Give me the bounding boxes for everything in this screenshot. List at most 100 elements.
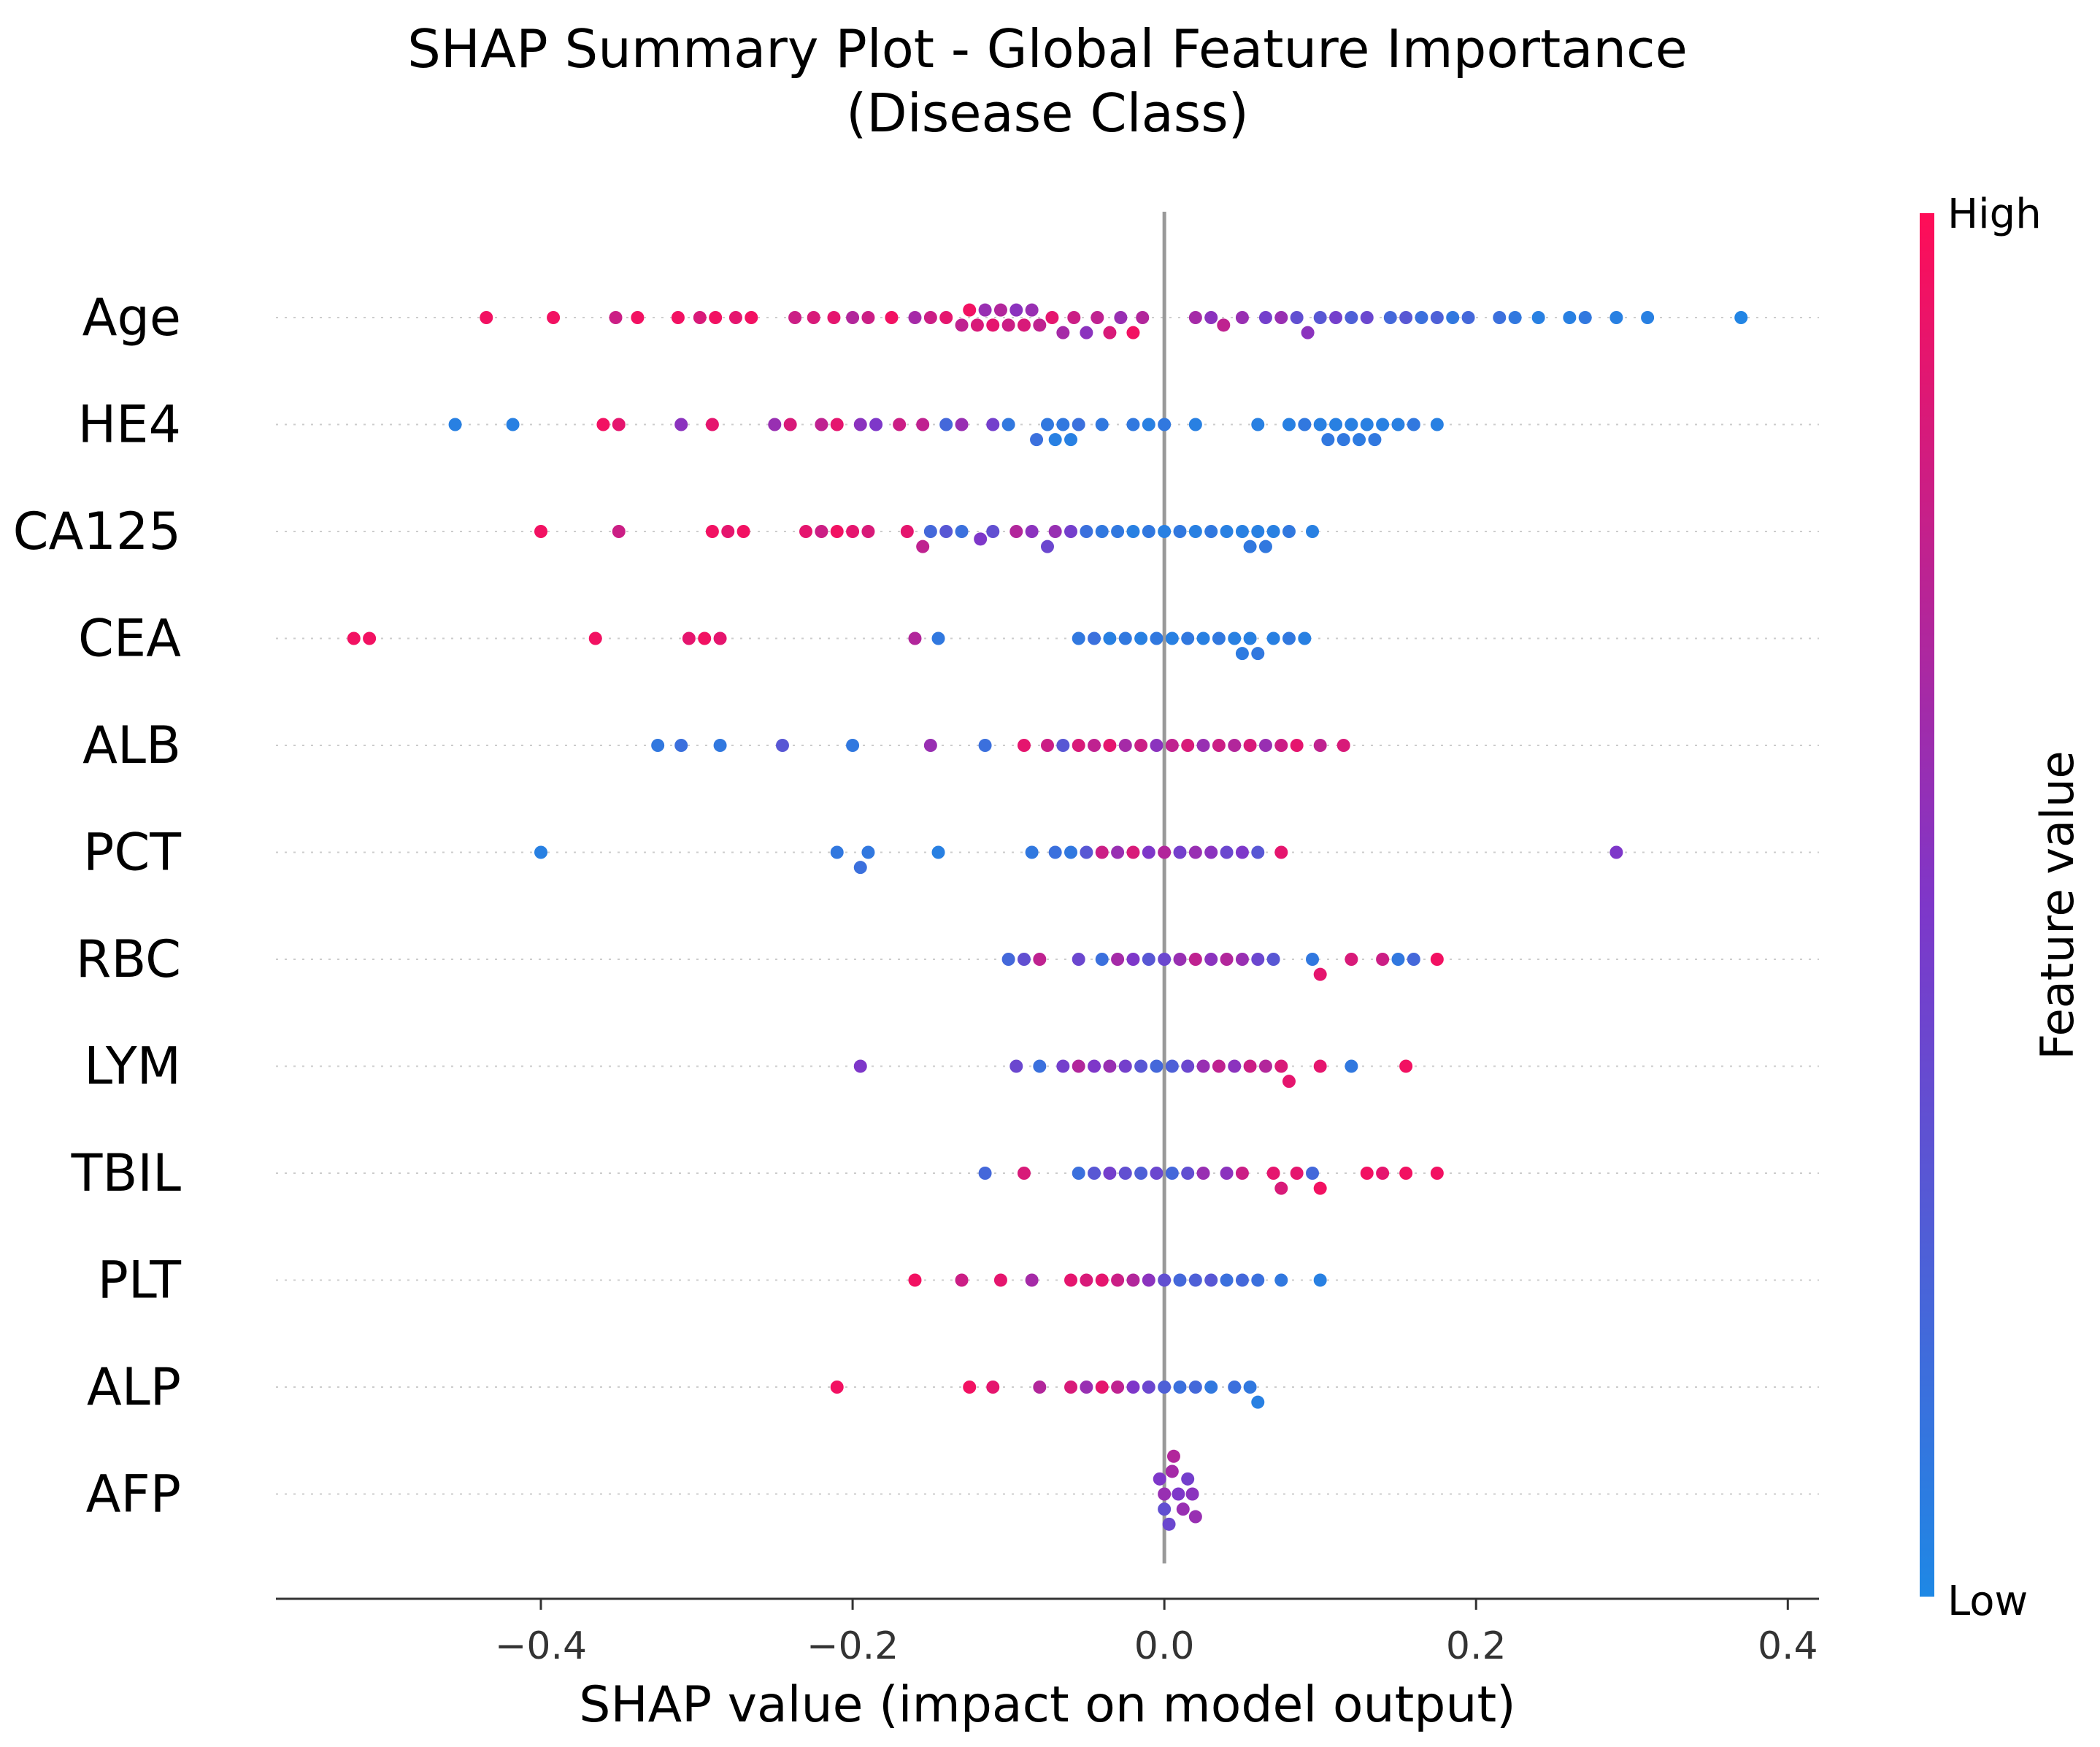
point-lym (1196, 1059, 1210, 1073)
point-he4 (1056, 418, 1070, 431)
point-age (1045, 311, 1059, 324)
point-age (1025, 303, 1039, 317)
point-lym (1118, 1059, 1132, 1073)
point-cea (1266, 631, 1280, 645)
point-he4 (916, 418, 930, 431)
point-age (1033, 318, 1047, 332)
point-tbil (1220, 1167, 1234, 1180)
feature-label-alb: ALB (82, 715, 181, 775)
point-he4 (986, 418, 1000, 431)
colorbar-title: Feature value (2031, 750, 2084, 1059)
point-ca125 (705, 525, 719, 538)
point-he4 (1142, 418, 1155, 431)
point-plt (1188, 1273, 1202, 1287)
point-afp (1158, 1487, 1172, 1501)
point-plt (1313, 1273, 1327, 1287)
point-ca125 (1204, 525, 1218, 538)
feature-label-plt: PLT (98, 1251, 182, 1310)
point-ca125 (534, 525, 548, 538)
point-he4 (869, 418, 883, 431)
point-age (908, 311, 922, 324)
point-he4 (448, 418, 462, 431)
point-age (671, 311, 685, 324)
x-tick-label: 0.2 (1446, 1624, 1507, 1668)
point-ca125 (1009, 525, 1023, 538)
point-pct (1188, 845, 1202, 859)
point-age (1290, 311, 1304, 324)
point-he4 (1430, 418, 1444, 431)
point-ca125 (1282, 525, 1296, 538)
point-tbil (1290, 1167, 1304, 1180)
point-age (1531, 311, 1545, 324)
point-ca125 (1095, 525, 1109, 538)
point-alb (1258, 739, 1272, 752)
point-lym (1228, 1059, 1242, 1073)
point-cea (698, 631, 712, 645)
point-lym (1009, 1059, 1023, 1073)
point-pct (1235, 845, 1249, 859)
point-tbil (1088, 1167, 1101, 1180)
point-alp (1158, 1381, 1172, 1394)
point-ca125 (1025, 525, 1039, 538)
point-plt (1173, 1273, 1187, 1287)
point-he4 (1353, 433, 1366, 447)
point-he4 (783, 418, 797, 431)
point-ca125 (986, 525, 1000, 538)
point-rbc (1313, 967, 1327, 981)
point-pct (534, 845, 548, 859)
point-plt (908, 1273, 922, 1287)
chart-subtitle: (Disease Class) (846, 82, 1249, 144)
point-alb (1165, 739, 1179, 752)
point-he4 (853, 418, 867, 431)
point-age (1091, 311, 1104, 324)
feature-label-alp: ALP (87, 1357, 181, 1417)
point-age (547, 311, 561, 324)
point-age (693, 311, 707, 324)
feature-label-cea: CEA (78, 609, 181, 669)
point-pct (830, 845, 844, 859)
point-pct (1204, 845, 1218, 859)
point-age (955, 318, 969, 332)
point-ca125 (1126, 525, 1140, 538)
point-lym (1134, 1059, 1148, 1073)
point-cea (1088, 631, 1101, 645)
point-lym (1165, 1059, 1179, 1073)
point-pct (931, 845, 945, 859)
point-alb (674, 739, 688, 752)
point-ca125 (1243, 540, 1257, 553)
point-he4 (1407, 418, 1420, 431)
point-ca125 (900, 525, 914, 538)
point-age (1641, 311, 1655, 324)
point-he4 (768, 418, 782, 431)
point-age (970, 318, 984, 332)
point-he4 (705, 418, 719, 431)
point-he4 (1368, 433, 1382, 447)
point-alp (963, 1381, 977, 1394)
point-cea (1118, 631, 1132, 645)
point-plt (1126, 1273, 1140, 1287)
point-age (1329, 311, 1343, 324)
point-ca125 (1080, 525, 1093, 538)
point-alp (1111, 1381, 1125, 1394)
point-he4 (1072, 418, 1085, 431)
point-ca125 (923, 525, 937, 538)
point-pct (1080, 845, 1093, 859)
point-he4 (830, 418, 844, 431)
point-plt (1142, 1273, 1155, 1287)
x-tick-label: −0.2 (807, 1624, 899, 1668)
point-age (1188, 311, 1202, 324)
point-ca125 (916, 540, 930, 553)
point-age (1258, 311, 1272, 324)
point-cea (1072, 631, 1085, 645)
point-lym (1212, 1059, 1226, 1073)
point-age (861, 311, 875, 324)
point-tbil (1360, 1167, 1374, 1180)
x-axis-ticks: −0.4 −0.2 0.0 0.2 0.4 (495, 1599, 1818, 1668)
point-pct (1025, 845, 1039, 859)
point-rbc (1220, 953, 1234, 966)
feature-label-rbc: RBC (76, 929, 181, 989)
point-plt (1220, 1273, 1234, 1287)
point-rbc (1072, 953, 1085, 966)
point-plt (1251, 1273, 1265, 1287)
